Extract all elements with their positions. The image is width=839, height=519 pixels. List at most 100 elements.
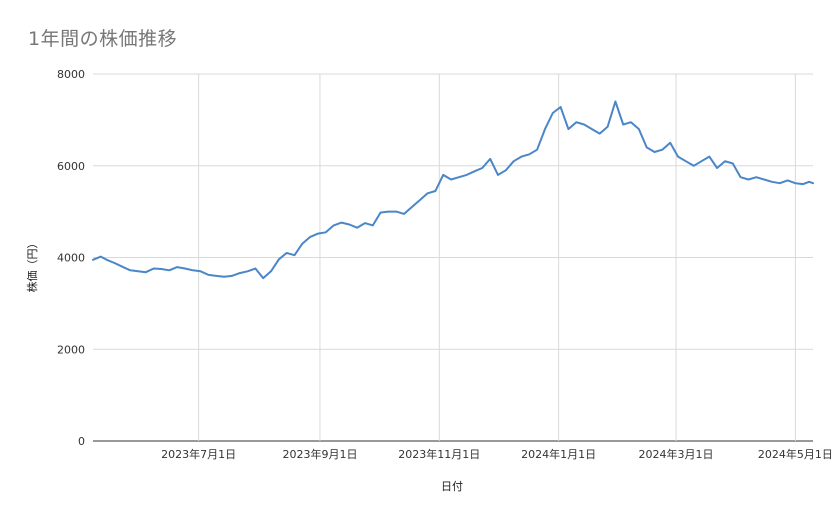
data-point bbox=[787, 179, 789, 181]
data-point bbox=[661, 149, 663, 151]
data-point bbox=[458, 176, 460, 178]
series-points-layer bbox=[92, 100, 814, 279]
data-point bbox=[309, 236, 311, 238]
data-point bbox=[372, 224, 374, 226]
data-point bbox=[575, 121, 577, 123]
data-point bbox=[137, 270, 139, 272]
data-point bbox=[567, 128, 570, 130]
data-point bbox=[231, 275, 233, 277]
data-point bbox=[427, 192, 429, 194]
data-point bbox=[724, 160, 726, 162]
data-point bbox=[419, 199, 421, 201]
data-point bbox=[262, 277, 264, 279]
data-point bbox=[802, 183, 804, 185]
data-point bbox=[184, 267, 186, 270]
data-point bbox=[333, 224, 335, 226]
data-point bbox=[434, 190, 436, 192]
data-point bbox=[450, 178, 452, 181]
data-point bbox=[301, 243, 303, 245]
data-point bbox=[622, 123, 624, 126]
series-line-layer bbox=[92, 100, 814, 280]
data-point bbox=[403, 213, 405, 215]
data-point bbox=[732, 162, 734, 165]
series-line bbox=[92, 100, 814, 280]
data-point bbox=[536, 149, 538, 151]
data-point bbox=[708, 156, 710, 158]
data-point bbox=[779, 182, 781, 184]
data-point bbox=[653, 151, 656, 153]
data-point bbox=[599, 133, 601, 135]
data-point bbox=[113, 262, 116, 264]
data-point bbox=[129, 269, 131, 271]
data-point bbox=[812, 182, 814, 184]
data-point bbox=[239, 272, 241, 274]
data-point bbox=[808, 181, 810, 183]
data-point bbox=[583, 123, 585, 126]
data-point bbox=[693, 165, 695, 167]
data-point bbox=[630, 121, 632, 123]
data-point bbox=[442, 174, 444, 176]
data-point bbox=[340, 222, 343, 224]
data-point bbox=[755, 176, 757, 178]
data-point bbox=[286, 252, 288, 254]
x-tick-label: 2024年1月1日 bbox=[521, 447, 596, 461]
data-point bbox=[646, 146, 648, 148]
data-point bbox=[489, 158, 491, 160]
y-axis-ticks: 0 2000 4000 6000 8000 bbox=[57, 68, 85, 448]
y-tick-label: 8000 bbox=[57, 68, 85, 81]
data-point bbox=[92, 259, 94, 261]
data-point bbox=[317, 233, 319, 235]
data-point bbox=[505, 169, 507, 171]
data-point bbox=[121, 266, 123, 268]
data-point bbox=[356, 227, 358, 229]
x-tick-label: 2023年7月1日 bbox=[161, 447, 236, 461]
data-point bbox=[293, 254, 296, 256]
data-point bbox=[528, 153, 530, 155]
data-point bbox=[685, 160, 687, 162]
data-point bbox=[669, 142, 671, 144]
data-point bbox=[100, 256, 102, 258]
y-axis-title: 株価（円） bbox=[25, 238, 39, 293]
data-point bbox=[380, 211, 382, 214]
data-point bbox=[466, 174, 468, 176]
x-tick-label: 2023年11月1日 bbox=[398, 447, 480, 461]
data-point bbox=[560, 106, 562, 108]
data-point bbox=[497, 174, 499, 176]
data-point bbox=[364, 222, 366, 224]
data-point bbox=[387, 211, 389, 213]
data-point bbox=[747, 178, 750, 181]
grid-lines bbox=[93, 73, 813, 442]
data-point bbox=[700, 160, 703, 162]
data-point bbox=[591, 128, 593, 130]
y-tick-label: 2000 bbox=[57, 343, 85, 356]
data-point bbox=[215, 275, 217, 277]
data-point bbox=[481, 167, 483, 169]
data-point bbox=[106, 259, 108, 261]
x-tick-label: 2024年5月1日 bbox=[758, 447, 833, 461]
data-point bbox=[348, 223, 350, 226]
data-point bbox=[552, 112, 554, 114]
data-point bbox=[395, 211, 397, 213]
y-tick-label: 0 bbox=[78, 435, 85, 448]
data-point bbox=[153, 267, 155, 270]
x-tick-label: 2023年9月1日 bbox=[282, 447, 357, 461]
data-point bbox=[270, 270, 272, 272]
data-point bbox=[614, 100, 617, 103]
data-point bbox=[207, 274, 209, 276]
y-tick-label: 6000 bbox=[57, 160, 85, 173]
data-point bbox=[607, 126, 609, 128]
data-point bbox=[513, 160, 515, 162]
y-tick-label: 4000 bbox=[57, 252, 85, 265]
data-point bbox=[771, 181, 773, 183]
data-point bbox=[247, 270, 249, 272]
data-point bbox=[176, 266, 178, 268]
data-point bbox=[254, 267, 256, 270]
x-tick-label: 2024年3月1日 bbox=[639, 447, 714, 461]
data-point bbox=[160, 268, 163, 270]
data-point bbox=[716, 167, 718, 169]
data-point bbox=[763, 178, 765, 181]
data-point bbox=[411, 206, 413, 208]
data-point bbox=[740, 176, 742, 178]
data-point bbox=[192, 269, 194, 271]
